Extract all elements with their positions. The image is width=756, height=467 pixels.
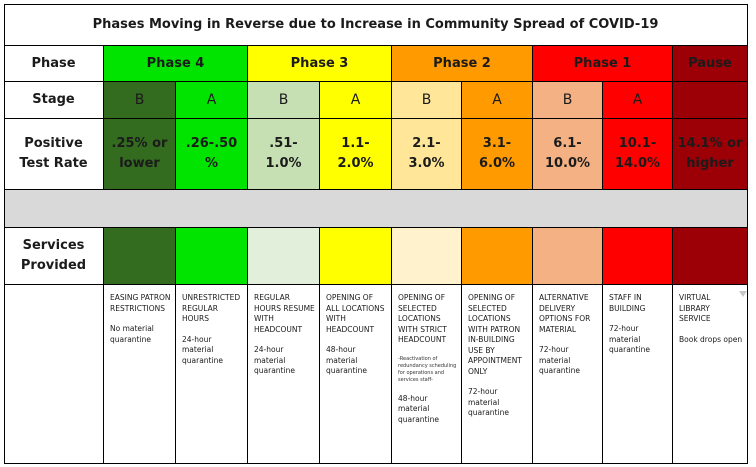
phase-3-header: Phase 3: [248, 46, 392, 82]
service-title: EASING PATRON RESTRICTIONS: [110, 293, 171, 313]
rate-cell: 14.1% or higher: [673, 119, 748, 190]
separator-row: [4, 190, 748, 228]
service-note: -Reactivation of redundancy scheduling f…: [398, 355, 457, 383]
service-detail-cell: OPENING OF SELECTED LOCATIONS WITH STRIC…: [392, 285, 462, 464]
service-title: VIRTUAL LIBRARY SERVICE: [679, 293, 711, 323]
service-detail: 24-hour material quarantine: [254, 345, 295, 375]
rate-cell: .25% or lower: [104, 119, 176, 190]
service-title: OPENING OF SELECTED LOCATIONS WITH PATRO…: [468, 293, 522, 376]
services-provided-label: Services Provided: [4, 228, 104, 285]
stage-cell: A: [462, 82, 533, 119]
services-color-cell: [320, 228, 392, 285]
service-title: STAFF IN BUILDING: [609, 293, 646, 313]
service-title: OPENING OF SELECTED LOCATIONS WITH STRIC…: [398, 293, 447, 344]
stage-cell: A: [176, 82, 248, 119]
service-detail-cell: ALTERNATIVE DELIVERY OPTIONS FOR MATERIA…: [533, 285, 603, 464]
stage-cell: A: [603, 82, 673, 119]
service-title: REGULAR HOURS RESUME WITH HEADCOUNT: [254, 293, 315, 334]
rate-cell: 10.1-14.0%: [603, 119, 673, 190]
stage-cell: A: [320, 82, 392, 119]
stage-cell: B: [392, 82, 462, 119]
service-title: OPENING OF ALL LOCATIONS WITH HEADCOUNT: [326, 293, 385, 334]
service-detail: 72-hour material quarantine: [468, 387, 509, 417]
services-color-cell: [176, 228, 248, 285]
rate-cell: 2.1-3.0%: [392, 119, 462, 190]
table-title: Phases Moving in Reverse due to Increase…: [4, 4, 748, 46]
service-detail-cell: UNRESTRICTED REGULAR HOURS 24-hour mater…: [176, 285, 248, 464]
service-detail: Book drops open: [679, 334, 743, 344]
services-color-cell: [462, 228, 533, 285]
services-color-cell: [673, 228, 748, 285]
stage-cell: B: [248, 82, 320, 119]
services-color-cell: [104, 228, 176, 285]
services-color-cell: [533, 228, 603, 285]
rate-cell: 1.1-2.0%: [320, 119, 392, 190]
stage-cell: [673, 82, 748, 119]
service-detail: No material quarantine: [110, 324, 154, 344]
phase-4-header: Phase 4: [104, 46, 248, 82]
service-detail: 48-hour material quarantine: [398, 393, 439, 424]
service-detail: 48-hour material quarantine: [326, 345, 367, 375]
stage-cell: B: [104, 82, 176, 119]
phase-1-header: Phase 1: [533, 46, 673, 82]
service-detail-cell: VIRTUAL LIBRARY SERVICE Book drops open: [673, 285, 748, 464]
service-detail-cell: STAFF IN BUILDING 72-hour material quara…: [603, 285, 673, 464]
service-detail: 24-hour material quarantine: [182, 334, 223, 365]
services-detail-label-blank: [4, 285, 104, 464]
service-detail-cell: OPENING OF SELECTED LOCATIONS WITH PATRO…: [462, 285, 533, 464]
phase-row-label: Phase: [4, 46, 104, 82]
services-color-cell: [248, 228, 320, 285]
rate-cell: 6.1-10.0%: [533, 119, 603, 190]
service-detail-cell: REGULAR HOURS RESUME WITH HEADCOUNT 24-h…: [248, 285, 320, 464]
rate-cell: 3.1-6.0%: [462, 119, 533, 190]
positive-test-rate-label: Positive Test Rate: [4, 119, 104, 190]
service-detail: 72-hour material quarantine: [539, 345, 580, 375]
rate-cell: .51-1.0%: [248, 119, 320, 190]
service-detail-cell: EASING PATRON RESTRICTIONS No material q…: [104, 285, 176, 464]
phase-2-header: Phase 2: [392, 46, 533, 82]
service-detail-cell: OPENING OF ALL LOCATIONS WITH HEADCOUNT …: [320, 285, 392, 464]
service-title: UNRESTRICTED REGULAR HOURS: [182, 293, 241, 323]
stage-cell: B: [533, 82, 603, 119]
pause-header: Pause: [673, 46, 748, 82]
rate-cell: .26-.50 %: [176, 119, 248, 190]
services-color-cell: [603, 228, 673, 285]
services-color-cell: [392, 228, 462, 285]
service-detail: 72-hour material quarantine: [609, 324, 650, 354]
stage-row-label: Stage: [4, 82, 104, 119]
service-title: ALTERNATIVE DELIVERY OPTIONS FOR MATERIA…: [539, 293, 591, 334]
chevron-down-icon[interactable]: [739, 291, 747, 297]
